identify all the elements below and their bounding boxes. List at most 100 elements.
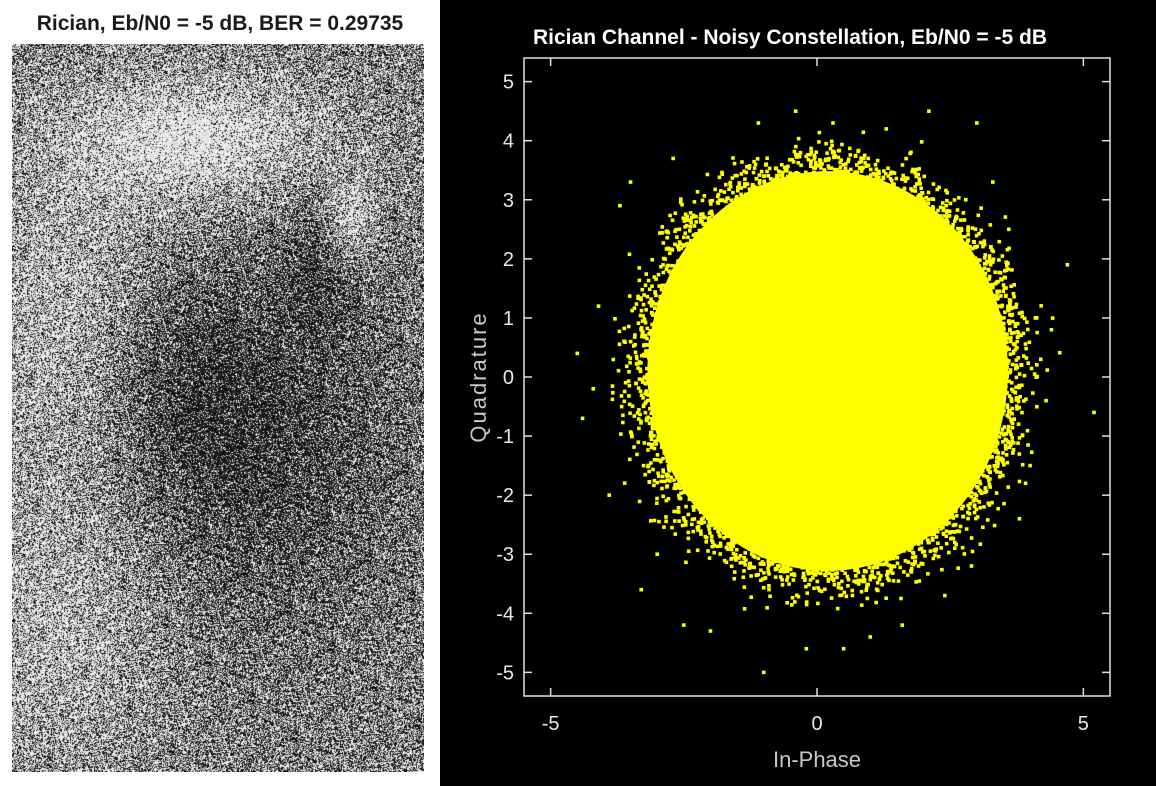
edge-point bbox=[1003, 443, 1008, 448]
edge-point bbox=[622, 389, 627, 394]
edge-point bbox=[738, 534, 743, 539]
edge-point bbox=[666, 263, 671, 268]
edge-point bbox=[856, 149, 860, 154]
edge-point bbox=[707, 520, 712, 524]
edge-point bbox=[950, 225, 955, 229]
edge-point bbox=[1020, 433, 1025, 438]
edge-point bbox=[647, 469, 651, 474]
edge-point bbox=[626, 354, 631, 359]
left-panel: Rician, Eb/N0 = -5 dB, BER = 0.29735 bbox=[0, 0, 440, 786]
edge-point bbox=[918, 182, 922, 186]
edge-point bbox=[794, 144, 798, 149]
edge-point bbox=[853, 574, 858, 578]
edge-point bbox=[938, 214, 942, 218]
edge-point bbox=[1009, 417, 1014, 422]
edge-point bbox=[646, 278, 651, 283]
edge-point bbox=[1020, 462, 1025, 467]
edge-point bbox=[749, 574, 753, 578]
edge-point bbox=[854, 579, 858, 584]
edge-point bbox=[1035, 404, 1039, 409]
edge-point bbox=[660, 225, 665, 229]
edge-point bbox=[855, 567, 860, 572]
edge-point bbox=[804, 584, 808, 589]
edge-point bbox=[913, 555, 918, 559]
edge-point bbox=[919, 194, 923, 198]
edge-point bbox=[874, 565, 879, 570]
edge-point bbox=[628, 360, 632, 365]
edge-point bbox=[650, 257, 655, 262]
edge-point bbox=[634, 354, 639, 359]
edge-point bbox=[1008, 368, 1013, 372]
edge-point bbox=[676, 271, 681, 276]
edge-point bbox=[626, 324, 631, 329]
edge-point bbox=[640, 380, 645, 384]
edge-point bbox=[621, 413, 625, 418]
edge-point bbox=[872, 575, 877, 580]
edge-point bbox=[916, 172, 921, 177]
edge-point bbox=[802, 574, 806, 578]
edge-point bbox=[687, 486, 691, 490]
edge-point bbox=[816, 563, 821, 568]
edge-point bbox=[712, 543, 716, 547]
edge-point bbox=[652, 362, 657, 367]
edge-point bbox=[686, 255, 690, 260]
edge-point bbox=[743, 182, 748, 187]
edge-point bbox=[947, 550, 951, 555]
edge-point bbox=[936, 524, 941, 528]
edge-point bbox=[987, 274, 992, 279]
edge-point bbox=[1024, 346, 1028, 351]
edge-point bbox=[1004, 263, 1009, 268]
edge-point bbox=[779, 162, 784, 167]
edge-point bbox=[644, 307, 648, 312]
edge-point bbox=[1004, 286, 1008, 290]
edge-point bbox=[686, 536, 691, 541]
edge-point bbox=[781, 559, 785, 563]
edge-point bbox=[883, 561, 888, 565]
edge-point bbox=[974, 507, 979, 512]
x-tick-label: 5 bbox=[1078, 713, 1089, 735]
edge-point bbox=[660, 283, 664, 288]
edge-point bbox=[1020, 383, 1024, 388]
edge-point bbox=[731, 544, 735, 548]
edge-point bbox=[961, 211, 966, 215]
edge-point bbox=[636, 417, 641, 421]
edge-point bbox=[756, 187, 760, 192]
edge-point bbox=[650, 345, 655, 349]
edge-point bbox=[691, 233, 696, 237]
edge-point bbox=[926, 190, 931, 195]
edge-point bbox=[710, 540, 715, 544]
edge-point bbox=[877, 561, 881, 566]
edge-point bbox=[652, 365, 656, 370]
edge-point bbox=[959, 228, 964, 233]
edge-point bbox=[662, 479, 667, 484]
edge-point bbox=[924, 528, 929, 533]
edge-point bbox=[904, 540, 909, 545]
edge-point bbox=[947, 509, 952, 514]
edge-point bbox=[660, 474, 665, 479]
edge-point bbox=[685, 489, 689, 494]
edge-point bbox=[995, 440, 999, 445]
edge-point bbox=[627, 252, 632, 257]
edge-point bbox=[787, 582, 791, 586]
edge-point bbox=[646, 463, 651, 468]
edge-point bbox=[1022, 399, 1026, 403]
edge-point bbox=[819, 589, 824, 594]
edge-point bbox=[906, 560, 911, 564]
edge-point bbox=[853, 154, 858, 158]
edge-point bbox=[922, 549, 927, 554]
edge-point bbox=[801, 571, 806, 576]
edge-point bbox=[774, 177, 779, 182]
edge-point bbox=[826, 176, 831, 181]
edge-point bbox=[1006, 336, 1010, 340]
edge-point bbox=[1017, 452, 1022, 456]
edge-point bbox=[659, 445, 664, 449]
edge-point bbox=[659, 424, 663, 429]
edge-point bbox=[730, 528, 734, 533]
edge-point bbox=[690, 517, 695, 522]
edge-point bbox=[855, 565, 859, 570]
edge-point bbox=[981, 273, 986, 278]
edge-point bbox=[640, 287, 645, 292]
edge-point bbox=[667, 283, 672, 288]
edge-point bbox=[1007, 321, 1012, 326]
